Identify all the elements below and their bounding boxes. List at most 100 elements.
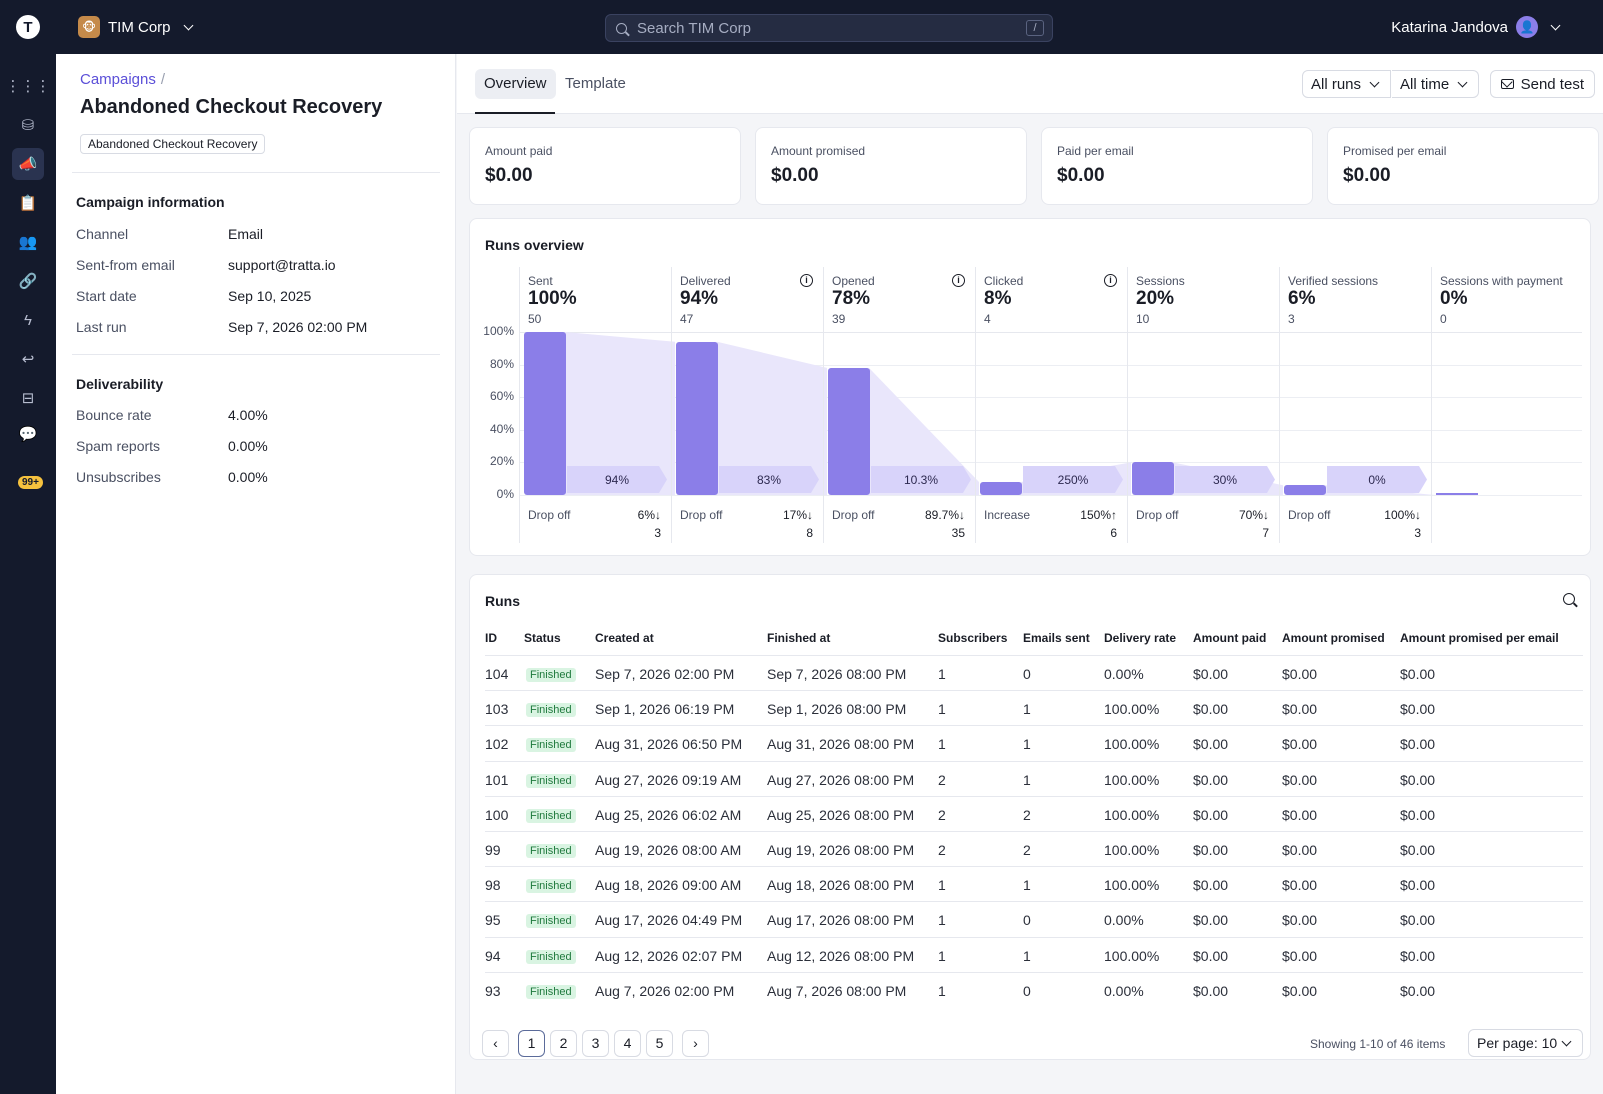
megaphone-icon[interactable]: 📣 — [12, 148, 44, 180]
next-page-button[interactable]: › — [682, 1030, 709, 1057]
table-cell: 1 — [938, 666, 946, 682]
search-shortcut: / — [1026, 20, 1044, 36]
table-cell: $0.00 — [1282, 736, 1318, 753]
inbox-icon[interactable]: ⊟ — [21, 390, 35, 407]
table-row[interactable]: 101 Finished Aug 27, 2026 09:19 AM Aug 27, … — [485, 760, 1583, 797]
org-avatar-icon: 🐵 — [78, 16, 100, 38]
funnel-bar[interactable] — [1284, 485, 1326, 495]
per-page-select[interactable]: Per page: 10 — [1468, 1029, 1584, 1057]
table-row[interactable]: 99 Finished Aug 19, 2026 08:00 AM Aug 19, 2… — [485, 831, 1583, 867]
stage-count: 47 — [680, 312, 694, 326]
page-button[interactable]: 5 — [646, 1030, 673, 1057]
table-cell: $0.00 — [1282, 806, 1318, 823]
breadcrumb-campaigns-link[interactable]: Campaigns — [80, 71, 156, 88]
deliverability-label: Spam reports — [76, 438, 161, 454]
info-icon[interactable]: i — [800, 274, 813, 287]
table-row[interactable]: 98 Finished Aug 18, 2026 09:00 AM Aug 18, 2… — [485, 866, 1583, 902]
page-button[interactable]: 1 — [518, 1030, 545, 1057]
grid-icon[interactable]: ⋮⋮⋮ — [5, 78, 51, 95]
kpi-label: Paid per email — [1057, 144, 1134, 158]
table-row[interactable]: 95 Finished Aug 17, 2026 04:49 PM Aug 17, 2… — [485, 901, 1583, 937]
funnel-bar[interactable] — [828, 367, 870, 495]
table-cell: 99 — [485, 842, 501, 858]
info-icon[interactable]: i — [952, 274, 965, 287]
column-header[interactable]: Delivery rate — [1104, 631, 1177, 645]
column-header[interactable]: Subscribers — [938, 631, 1008, 645]
table-row[interactable]: 100 Finished Aug 25, 2026 06:02 AM Aug 25, … — [485, 795, 1583, 832]
runs-title: Runs — [485, 593, 520, 609]
funnel-area-segment — [869, 367, 979, 495]
runs-filter-select[interactable]: All runs — [1302, 70, 1392, 98]
table-cell: 1 — [938, 947, 946, 964]
column-header[interactable]: Emails sent — [1023, 631, 1090, 645]
user-menu[interactable]: Katarina Jandova 👤 — [1391, 16, 1563, 38]
y-tick-label: 80% — [489, 356, 514, 371]
table-cell: $0.00 — [1282, 912, 1318, 929]
funnel-bar[interactable] — [980, 481, 1022, 495]
table-cell: 100.00% — [1104, 771, 1160, 788]
lightning-icon[interactable]: ϟ — [24, 311, 32, 329]
table-row[interactable]: 104 Finished Sep 7, 2026 02:00 PM Sep 7, 20… — [485, 655, 1583, 691]
change-percent: 17%↓ — [782, 508, 813, 522]
column-header[interactable]: Amount promised per email — [1400, 631, 1559, 645]
search-icon[interactable] — [1563, 593, 1575, 605]
users-icon[interactable]: 👥 — [18, 234, 38, 251]
chat-icon[interactable]: 💬 — [18, 426, 38, 443]
global-search-input[interactable]: Search TIM Corp / — [605, 14, 1053, 42]
table-row[interactable]: 93 Finished Aug 7, 2026 02:00 PM Aug 7, 202… — [485, 971, 1583, 1008]
link-icon[interactable]: 🔗 — [18, 273, 38, 290]
app-logo[interactable]: T — [0, 0, 56, 54]
funnel-bar[interactable] — [676, 341, 718, 495]
prev-page-button[interactable]: ‹ — [482, 1030, 509, 1057]
table-cell: Sep 7, 2026 02:00 PM — [595, 666, 735, 682]
column-header[interactable]: Created at — [595, 631, 654, 645]
table-cell: 1 — [938, 736, 946, 753]
table-cell: 2 — [938, 842, 946, 858]
send-test-button[interactable]: Send test — [1489, 70, 1595, 98]
chevron-down-icon — [1550, 20, 1561, 31]
coins-icon[interactable]: ⛁ — [21, 117, 35, 134]
table-cell: Aug 19, 2026 08:00 PM — [767, 842, 915, 858]
table-cell: $0.00 — [1193, 806, 1229, 823]
table-cell: $0.00 — [1282, 842, 1318, 858]
info-label: Sent-from email — [76, 257, 175, 273]
funnel-area-segment — [565, 332, 675, 495]
table-cell: $0.00 — [1193, 701, 1229, 718]
deliverability-value: 0.00% — [228, 438, 268, 454]
table-cell: 1 — [938, 877, 946, 894]
table-cell: Aug 18, 2026 08:00 PM — [767, 877, 915, 894]
time-filter-select[interactable]: All time — [1392, 70, 1480, 98]
column-header[interactable]: Status — [524, 631, 561, 645]
tab-overview[interactable]: Overview — [475, 69, 556, 99]
reply-icon[interactable]: ↩ — [21, 351, 35, 368]
table-cell: 0 — [1023, 666, 1031, 682]
page-button[interactable]: 3 — [582, 1030, 609, 1057]
column-header[interactable]: Amount promised — [1282, 631, 1385, 645]
campaign-tag: Abandoned Checkout Recovery — [80, 134, 266, 154]
table-row[interactable]: 103 Finished Sep 1, 2026 06:19 PM Sep 1, 20… — [485, 690, 1583, 726]
info-icon[interactable]: i — [1104, 274, 1117, 287]
table-cell: 1 — [938, 701, 946, 718]
column-header[interactable]: Finished at — [767, 631, 831, 645]
runs-overview-card: Runs overview 100% 80% 60% 40% 20% 0% Sent 100%… — [469, 218, 1591, 556]
funnel-stage: Clicked 8% 4 i 250% Increase 150%↑ 6 — [975, 267, 1127, 543]
table-row[interactable]: 94 Finished Aug 12, 2026 02:07 PM Aug 12, 2… — [485, 936, 1583, 973]
kpi-label: Amount promised — [771, 144, 866, 158]
page-button[interactable]: 4 — [614, 1030, 641, 1057]
table-cell: 2 — [1023, 806, 1031, 823]
funnel-bar[interactable] — [524, 332, 566, 495]
tab-template[interactable]: Template — [565, 75, 626, 92]
column-header[interactable]: Amount paid — [1193, 631, 1267, 645]
org-switcher[interactable]: 🐵 TIM Corp — [78, 16, 196, 38]
funnel-stage: Sessions with payment 0% 0 — [1431, 267, 1583, 543]
page-button[interactable]: 2 — [550, 1030, 577, 1057]
table-row[interactable]: 102 Finished Aug 31, 2026 06:50 PM Aug 31, … — [485, 725, 1583, 761]
table-cell: 0.00% — [1104, 912, 1144, 929]
funnel-bar[interactable] — [1436, 493, 1478, 495]
status-badge: Finished — [526, 844, 576, 858]
conversion-label: 94% — [567, 466, 667, 493]
column-header[interactable]: ID — [485, 631, 497, 645]
info-value: Sep 10, 2025 — [228, 288, 312, 304]
clipboard-icon[interactable]: 📋 — [18, 195, 38, 212]
funnel-bar[interactable] — [1132, 462, 1174, 495]
